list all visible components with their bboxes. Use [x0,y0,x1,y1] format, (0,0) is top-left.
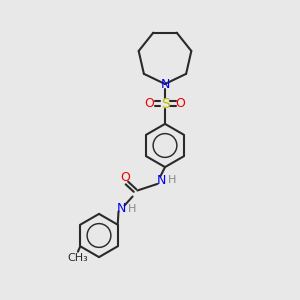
Text: O: O [145,97,154,110]
Text: O: O [176,97,185,110]
Text: CH₃: CH₃ [68,253,88,263]
Text: N: N [160,77,170,91]
Text: N: N [117,202,126,215]
Text: O: O [121,171,130,184]
Text: S: S [160,97,169,110]
Text: H: H [128,203,136,214]
Text: H: H [168,175,176,185]
Text: N: N [156,173,166,187]
